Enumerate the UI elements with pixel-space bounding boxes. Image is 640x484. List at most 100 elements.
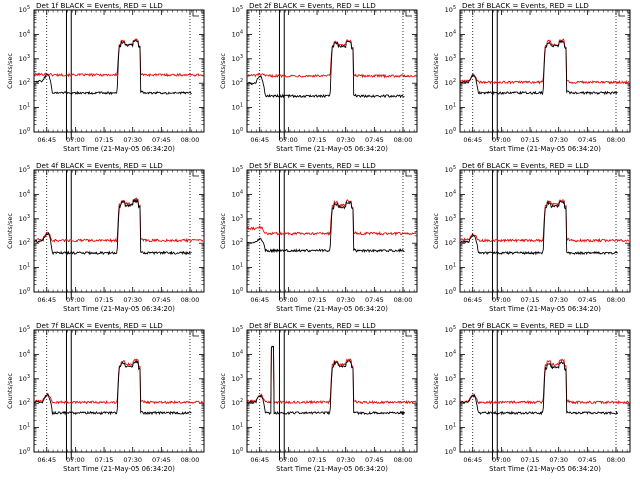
x-tick-label: 08:00 xyxy=(394,456,413,464)
y-tick-label: 103 xyxy=(19,54,30,63)
top-right-marker xyxy=(192,10,199,17)
chart-title: Det 6f BLACK = Events, RED = LLD xyxy=(462,161,589,170)
x-tick-label: 07:45 xyxy=(365,296,384,304)
plot-frame xyxy=(246,329,418,453)
y-tick-label: 102 xyxy=(19,78,30,87)
x-tick-label: 08:00 xyxy=(181,136,200,144)
x-tick-label: 06:45 xyxy=(37,136,56,144)
chart-panel-1: Det 1f BLACK = Events, RED = LLD 100 101 10… xyxy=(6,1,205,153)
chart-title: Det 7f BLACK = Events, RED = LLD xyxy=(36,321,163,330)
y-tick-label: 102 xyxy=(232,238,243,247)
y-tick-label: 101 xyxy=(232,103,243,112)
x-tick-label: 07:15 xyxy=(308,296,327,304)
x-tick-label: 08:00 xyxy=(607,296,626,304)
y-tick-label: 102 xyxy=(232,78,243,87)
events-series-line xyxy=(34,359,192,416)
y-tick-label: 103 xyxy=(445,214,456,223)
y-tick-label: 105 xyxy=(445,325,456,334)
y-tick-label: 100 xyxy=(232,287,243,296)
y-tick-label: 100 xyxy=(232,127,243,136)
top-right-marker xyxy=(405,10,412,17)
chart-panel-3: Det 3f BLACK = Events, RED = LLD 100 101 10… xyxy=(432,1,631,153)
y-tick-label: 103 xyxy=(19,214,30,223)
y-tick-label: 104 xyxy=(19,189,30,198)
x-tick-label: 07:15 xyxy=(95,136,114,144)
chart-title: Det 2f BLACK = Events, RED = LLD xyxy=(249,1,376,10)
y-tick-label: 102 xyxy=(445,78,456,87)
x-axis-label: Start Time (21-May-05 06:34:20) xyxy=(63,145,175,153)
x-axis-label: Start Time (21-May-05 06:34:20) xyxy=(489,305,601,313)
chart-title: Det 8f BLACK = Events, RED = LLD xyxy=(249,321,376,330)
chart-title: Det 9f BLACK = Events, RED = LLD xyxy=(462,321,589,330)
y-tick-label: 103 xyxy=(232,214,243,223)
y-tick-label: 104 xyxy=(445,29,456,38)
x-tick-label: 08:00 xyxy=(394,136,413,144)
events-series-line xyxy=(34,39,192,96)
top-right-marker xyxy=(618,10,625,17)
x-tick-label: 08:00 xyxy=(181,296,200,304)
y-tick-label: 101 xyxy=(19,423,30,432)
x-tick-label: 06:45 xyxy=(463,456,482,464)
x-tick-label: 07:00 xyxy=(279,136,298,144)
x-tick-label: 08:00 xyxy=(394,296,413,304)
x-tick-label: 07:30 xyxy=(123,456,142,464)
y-tick-label: 103 xyxy=(232,374,243,383)
x-tick-label: 07:00 xyxy=(492,456,511,464)
plot-frame xyxy=(459,169,631,293)
chart-title: Det 3f BLACK = Events, RED = LLD xyxy=(462,1,589,10)
x-tick-label: 07:00 xyxy=(492,136,511,144)
x-axis-label: Start Time (21-May-05 06:34:20) xyxy=(489,145,601,153)
x-axis-label: Start Time (21-May-05 06:34:20) xyxy=(63,465,175,473)
y-tick-label: 100 xyxy=(19,447,30,456)
plot-frame xyxy=(459,329,631,453)
x-tick-label: 07:15 xyxy=(521,296,540,304)
y-tick-label: 105 xyxy=(445,165,456,174)
x-tick-label: 06:45 xyxy=(250,456,269,464)
y-axis-label: Counts/sec xyxy=(219,373,227,409)
y-tick-label: 105 xyxy=(232,165,243,174)
y-tick-label: 104 xyxy=(19,349,30,358)
x-tick-label: 07:45 xyxy=(365,136,384,144)
x-tick-label: 06:45 xyxy=(250,296,269,304)
y-tick-label: 104 xyxy=(232,349,243,358)
y-tick-label: 101 xyxy=(445,263,456,272)
chart-title: Det 5f BLACK = Events, RED = LLD xyxy=(249,161,376,170)
x-axis-label: Start Time (21-May-05 06:34:20) xyxy=(489,465,601,473)
top-right-marker xyxy=(618,170,625,177)
y-tick-label: 103 xyxy=(19,374,30,383)
x-tick-label: 06:45 xyxy=(37,456,56,464)
x-tick-label: 08:00 xyxy=(181,456,200,464)
y-axis-label: Counts/sec xyxy=(432,213,440,249)
top-right-marker xyxy=(405,170,412,177)
x-tick-label: 07:45 xyxy=(152,296,171,304)
y-axis-label: Counts/sec xyxy=(219,213,227,249)
chart-panel-9: Det 9f BLACK = Events, RED = LLD 100 101 10… xyxy=(432,321,631,473)
y-tick-label: 105 xyxy=(19,325,30,334)
x-tick-label: 07:45 xyxy=(152,456,171,464)
x-tick-label: 07:15 xyxy=(308,456,327,464)
events-series-line xyxy=(34,198,192,256)
chart-panel-7: Det 7f BLACK = Events, RED = LLD 100 101 10… xyxy=(6,321,205,473)
x-tick-label: 07:45 xyxy=(578,136,597,144)
x-tick-label: 06:45 xyxy=(463,136,482,144)
x-tick-label: 08:00 xyxy=(607,136,626,144)
y-axis-label: Counts/sec xyxy=(6,213,14,249)
x-tick-label: 07:30 xyxy=(336,296,355,304)
x-axis-label: Start Time (21-May-05 06:34:20) xyxy=(276,305,388,313)
x-tick-label: 07:30 xyxy=(549,296,568,304)
x-tick-label: 07:30 xyxy=(549,456,568,464)
y-tick-label: 104 xyxy=(445,189,456,198)
x-tick-label: 07:00 xyxy=(279,456,298,464)
plot-frame xyxy=(33,9,205,133)
y-tick-label: 100 xyxy=(445,287,456,296)
events-series-line xyxy=(460,39,618,96)
chart-panel-5: Det 5f BLACK = Events, RED = LLD 100 101 10… xyxy=(219,161,418,313)
y-tick-label: 101 xyxy=(232,263,243,272)
y-axis-label: Counts/sec xyxy=(6,53,14,89)
y-axis-label: Counts/sec xyxy=(432,53,440,89)
y-tick-label: 104 xyxy=(232,29,243,38)
plot-frame xyxy=(246,9,418,133)
y-tick-label: 100 xyxy=(19,127,30,136)
x-axis-label: Start Time (21-May-05 06:34:20) xyxy=(276,145,388,153)
